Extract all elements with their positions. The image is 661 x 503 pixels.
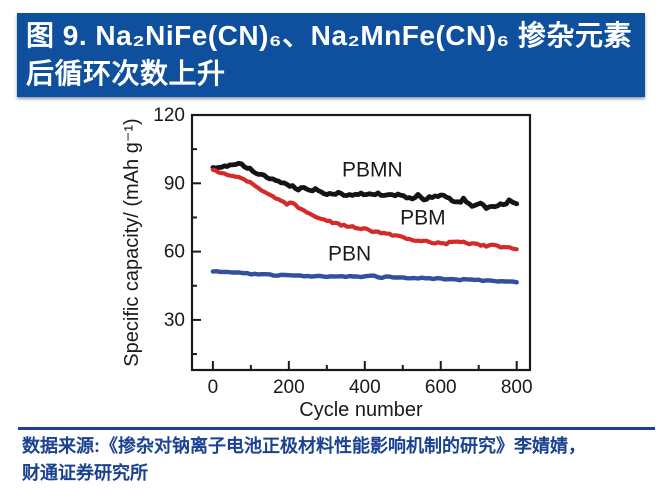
series-label-pbn: PBN [328, 243, 371, 266]
x-tick-label: 400 [349, 377, 381, 398]
y-tick-label: 120 [153, 105, 185, 126]
x-axis-title: Cycle number [299, 399, 423, 421]
cycle-capacity-chart: 0 200 400 600 800 30 60 90 120 Cycle number Specif… [100, 102, 560, 427]
data-source-line2: 财通证券研究所 [22, 463, 148, 483]
y-tick-label: 30 [164, 310, 185, 331]
series-label-pbm: PBM [400, 206, 446, 229]
plot-frame [190, 113, 532, 372]
x-tick-label: 0 [208, 377, 219, 398]
y-tick-label: 60 [164, 242, 185, 263]
y-tick-label: 90 [164, 173, 185, 194]
figure-title-bar: 图 9. Na₂NiFe(CN)₆、Na₂MnFe(CN)₆ 掺杂元素 后循环次… [17, 13, 645, 97]
y-axis-title: Specific capacity/ (mAh g⁻¹) [121, 118, 143, 366]
x-tick-label: 200 [273, 377, 305, 398]
series-pbn-line [210, 268, 519, 285]
series-pbmn-line [210, 161, 520, 211]
figure-title-line2: 后循环次数上升 [26, 58, 226, 89]
series-label-pbmn: PBMN [342, 158, 403, 181]
data-source-line1: 数据来源:《掺杂对钠离子电池正极材料性能影响机制的研究》李婧婧， [22, 436, 586, 456]
chart-svg: 0 200 400 600 800 30 60 90 120 Cycle number Specif… [121, 105, 533, 421]
x-tick-label: 600 [425, 377, 457, 398]
x-tick-label: 800 [501, 377, 533, 398]
footer-divider [18, 427, 655, 430]
series-pbm-line [210, 167, 519, 252]
figure-title-line1: 图 9. Na₂NiFe(CN)₆、Na₂MnFe(CN)₆ 掺杂元素 [26, 20, 633, 51]
data-source-note: 数据来源:《掺杂对钠离子电池正极材料性能影响机制的研究》李婧婧， 财通证券研究所 [22, 433, 652, 487]
